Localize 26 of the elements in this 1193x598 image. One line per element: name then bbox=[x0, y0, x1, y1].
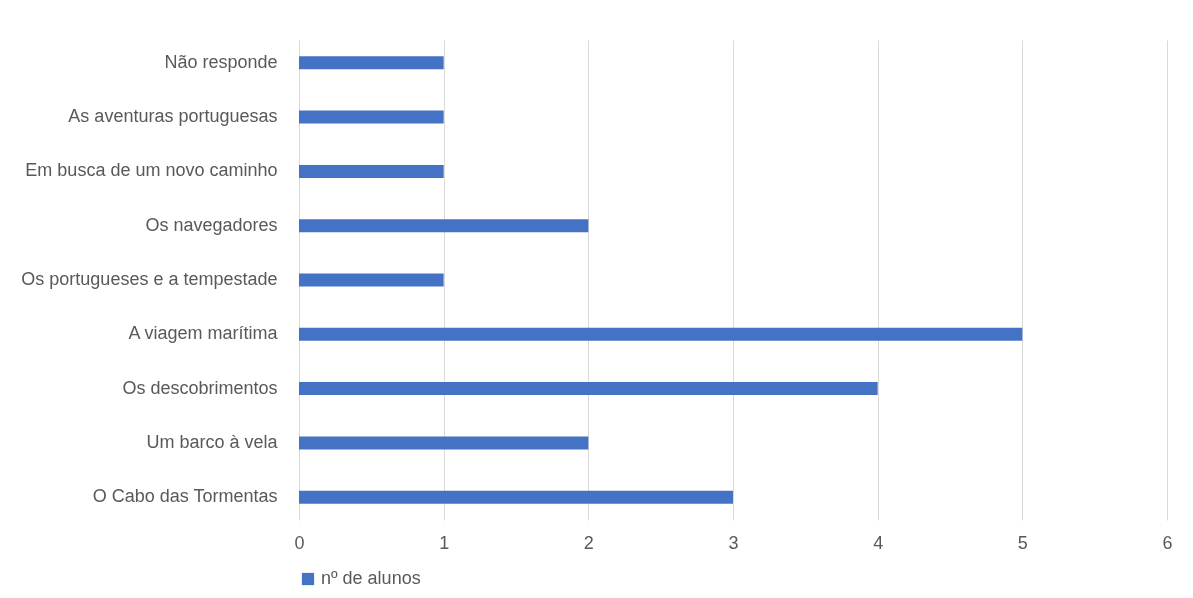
bar bbox=[299, 273, 444, 287]
x-tick-label: 6 bbox=[1162, 532, 1173, 553]
x-tick-label: 5 bbox=[1017, 532, 1028, 553]
x-tick-label: 4 bbox=[873, 532, 884, 553]
legend-label: nº de alunos bbox=[321, 568, 421, 588]
bar bbox=[299, 382, 878, 396]
y-tick-label: A viagem marítima bbox=[128, 323, 279, 344]
x-tick-label: 3 bbox=[728, 532, 739, 553]
bar bbox=[299, 436, 589, 450]
x-tick-label: 2 bbox=[583, 532, 594, 553]
bar bbox=[299, 490, 733, 504]
y-tick-label: Em busca de um novo caminho bbox=[25, 160, 278, 181]
bar bbox=[299, 56, 444, 70]
bar bbox=[299, 327, 1023, 341]
bar bbox=[299, 164, 444, 178]
y-tick-label: Os portugueses e a tempestade bbox=[21, 269, 278, 289]
y-tick-label: Os navegadores bbox=[145, 214, 278, 235]
y-tick-label: O Cabo das Tormentas bbox=[92, 486, 278, 507]
x-tick-label: 0 bbox=[294, 532, 305, 553]
x-tick-label: 1 bbox=[439, 532, 450, 553]
bar bbox=[299, 110, 444, 124]
y-tick-label: Os descobrimentos bbox=[122, 377, 278, 398]
y-tick-label: As aventuras portuguesas bbox=[68, 106, 278, 127]
bar bbox=[299, 219, 589, 233]
y-tick-label: Um barco à vela bbox=[146, 431, 279, 452]
y-tick-label: Não responde bbox=[164, 51, 278, 72]
